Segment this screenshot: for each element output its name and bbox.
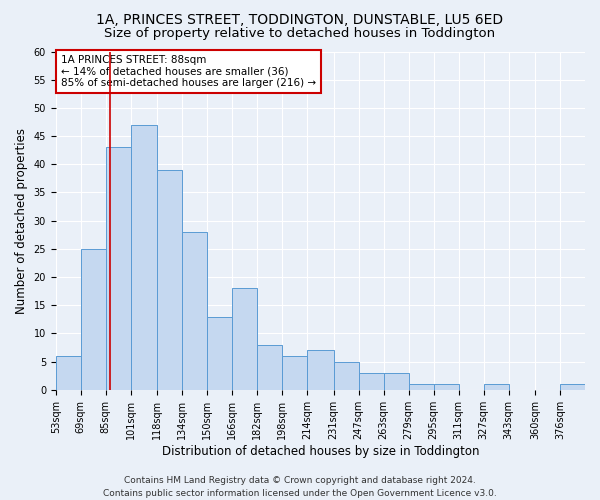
Bar [106,148,131,390]
Bar [157,170,182,390]
X-axis label: Distribution of detached houses by size in Toddington: Distribution of detached houses by size … [161,444,479,458]
Y-axis label: Number of detached properties: Number of detached properties [15,128,28,314]
Text: 1A, PRINCES STREET, TODDINGTON, DUNSTABLE, LU5 6ED: 1A, PRINCES STREET, TODDINGTON, DUNSTABL… [97,12,503,26]
Bar [207,316,232,390]
Bar [232,288,257,390]
Bar [257,344,282,390]
Text: 1A PRINCES STREET: 88sqm
← 14% of detached houses are smaller (36)
85% of semi-d: 1A PRINCES STREET: 88sqm ← 14% of detach… [61,55,316,88]
Text: Size of property relative to detached houses in Toddington: Size of property relative to detached ho… [104,28,496,40]
Text: Contains HM Land Registry data © Crown copyright and database right 2024.
Contai: Contains HM Land Registry data © Crown c… [103,476,497,498]
Bar [560,384,585,390]
Bar [81,249,106,390]
Bar [434,384,458,390]
Bar [409,384,434,390]
Bar [334,362,359,390]
Bar [131,125,157,390]
Bar [282,356,307,390]
Bar [484,384,509,390]
Bar [383,373,409,390]
Bar [307,350,334,390]
Bar [182,232,207,390]
Bar [359,373,383,390]
Bar [56,356,81,390]
